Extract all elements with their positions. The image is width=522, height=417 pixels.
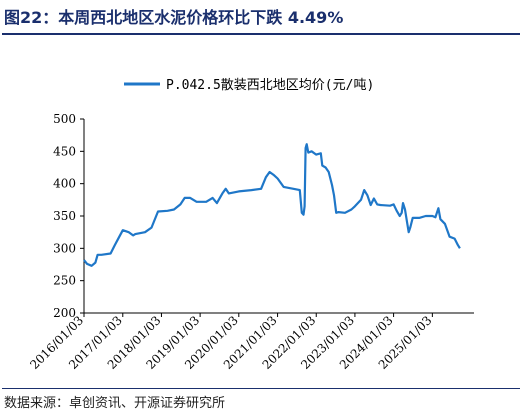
- chart-axes: [83, 119, 474, 314]
- y-tick-label: 500: [53, 112, 76, 126]
- y-axis-ticks: 200 250 300 350 400 450 500: [53, 112, 84, 320]
- series-line: [83, 143, 461, 267]
- y-tick-label: 250: [53, 274, 76, 288]
- legend-label: P.042.5散装西北地区均价(元/吨): [166, 78, 374, 93]
- chart-title: 图22：本周西北地区水泥价格环比下跌 4.49%: [4, 8, 344, 27]
- footer-divider: [2, 388, 520, 389]
- y-tick-label: 200: [53, 306, 76, 320]
- y-tick-label: 450: [53, 144, 76, 158]
- y-tick-label: 350: [53, 209, 76, 223]
- y-tick-label: 300: [53, 241, 76, 255]
- chart-legend: P.042.5散装西北地区均价(元/吨): [124, 78, 374, 93]
- source-note: 数据来源：卓创资讯、开源证券研究所: [4, 396, 226, 411]
- y-tick-label: 400: [53, 177, 76, 191]
- x-axis-ticks: 2016/01/032017/01/032018/01/032019/01/03…: [27, 313, 434, 372]
- title-divider: [2, 33, 520, 35]
